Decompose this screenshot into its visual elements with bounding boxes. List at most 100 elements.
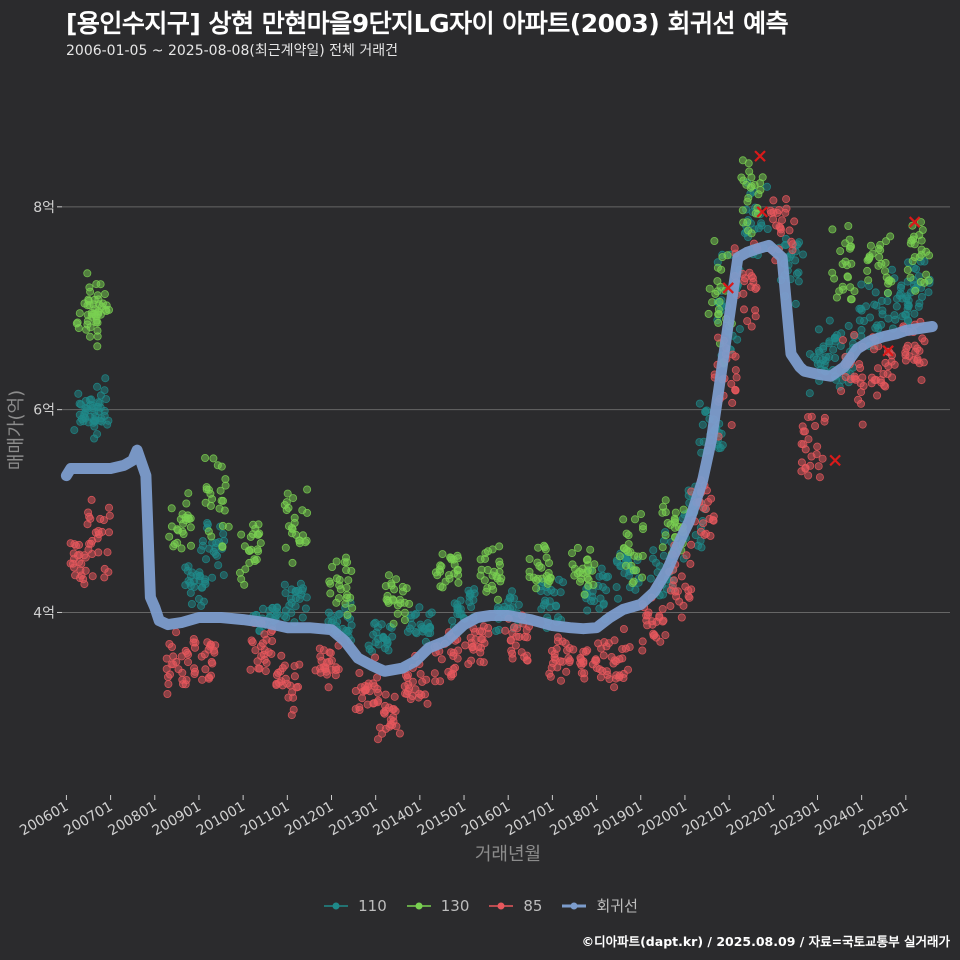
point-85	[727, 421, 736, 430]
point-110	[97, 417, 106, 426]
point-85	[284, 693, 293, 702]
point-130	[713, 277, 722, 286]
point-110	[507, 587, 516, 596]
point-85	[85, 512, 94, 521]
point-85	[511, 641, 520, 650]
point-85	[517, 648, 526, 657]
point-130	[102, 301, 111, 310]
point-85	[673, 587, 682, 596]
point-130	[573, 543, 582, 552]
point-85	[790, 217, 799, 226]
point-85	[919, 358, 928, 367]
point-130	[398, 582, 407, 591]
point-85	[812, 450, 821, 459]
point-130	[632, 566, 641, 575]
point-85	[740, 277, 749, 286]
point-85	[874, 364, 883, 373]
point-110	[595, 572, 604, 581]
point-130	[631, 515, 640, 524]
x-axis-label: 거래년월	[475, 844, 541, 865]
point-85	[562, 667, 571, 676]
point-130	[85, 283, 94, 292]
point-85	[246, 665, 255, 674]
point-130	[303, 485, 312, 494]
point-85	[84, 545, 93, 554]
point-85	[686, 559, 695, 568]
point-110	[763, 182, 772, 191]
point-85	[677, 572, 686, 581]
legend: 110 130 85 회귀선	[0, 895, 960, 916]
point-130	[863, 266, 872, 275]
point-130	[392, 575, 401, 584]
legend-label: 85	[523, 896, 543, 915]
point-85	[814, 462, 823, 471]
point-85	[818, 454, 827, 463]
point-85	[190, 670, 199, 679]
point-130	[204, 485, 213, 494]
x-tick-label: 201001	[194, 799, 248, 840]
point-110	[903, 292, 912, 301]
point-85	[198, 675, 207, 684]
point-130	[431, 568, 440, 577]
highlight-mark	[756, 206, 769, 218]
point-110	[417, 623, 426, 632]
legend-key-icon	[562, 902, 587, 909]
point-85	[731, 385, 740, 394]
point-85	[643, 621, 652, 630]
point-130	[453, 565, 462, 574]
point-110	[872, 301, 881, 310]
point-110	[259, 604, 268, 613]
point-85	[580, 674, 589, 683]
point-85	[381, 690, 390, 699]
point-130	[72, 319, 81, 328]
point-110	[904, 301, 913, 310]
point-85	[464, 660, 473, 669]
point-85	[661, 631, 670, 640]
gridlines	[62, 206, 950, 613]
point-110	[698, 420, 707, 429]
point-85	[752, 283, 761, 292]
point-130	[186, 541, 195, 550]
point-130	[342, 583, 351, 592]
point-85	[751, 306, 760, 315]
point-85	[88, 572, 97, 581]
point-130	[235, 568, 244, 577]
point-130	[841, 257, 850, 266]
point-130	[288, 558, 297, 567]
point-130	[436, 582, 445, 591]
point-110	[89, 403, 98, 412]
point-110	[695, 399, 704, 408]
point-130	[877, 259, 886, 268]
point-110	[791, 299, 800, 308]
point-110	[763, 224, 772, 233]
x-tick-label: 201701	[503, 799, 557, 840]
point-85	[781, 208, 790, 217]
x-tick-label: 202301	[768, 799, 822, 840]
point-85	[687, 585, 696, 594]
point-130	[911, 286, 920, 295]
point-130	[284, 503, 293, 512]
point-85	[596, 673, 605, 682]
point-130	[393, 609, 402, 618]
point-85	[293, 682, 302, 691]
point-130	[830, 274, 839, 283]
point-130	[87, 312, 96, 321]
point-85	[769, 196, 778, 205]
point-130	[679, 505, 688, 514]
point-130	[326, 589, 335, 598]
point-130	[221, 475, 230, 484]
point-110	[208, 573, 217, 582]
point-130	[92, 280, 101, 289]
point-110	[697, 543, 706, 552]
point-85	[747, 322, 756, 331]
point-110	[822, 353, 831, 362]
point-130	[332, 574, 341, 583]
point-130	[705, 284, 714, 293]
point-130	[487, 581, 496, 590]
point-85	[403, 674, 412, 683]
point-130	[739, 176, 748, 185]
regression-line	[60, 239, 938, 677]
point-85	[599, 651, 608, 660]
point-85	[769, 215, 778, 224]
highlight-marks	[722, 150, 921, 467]
